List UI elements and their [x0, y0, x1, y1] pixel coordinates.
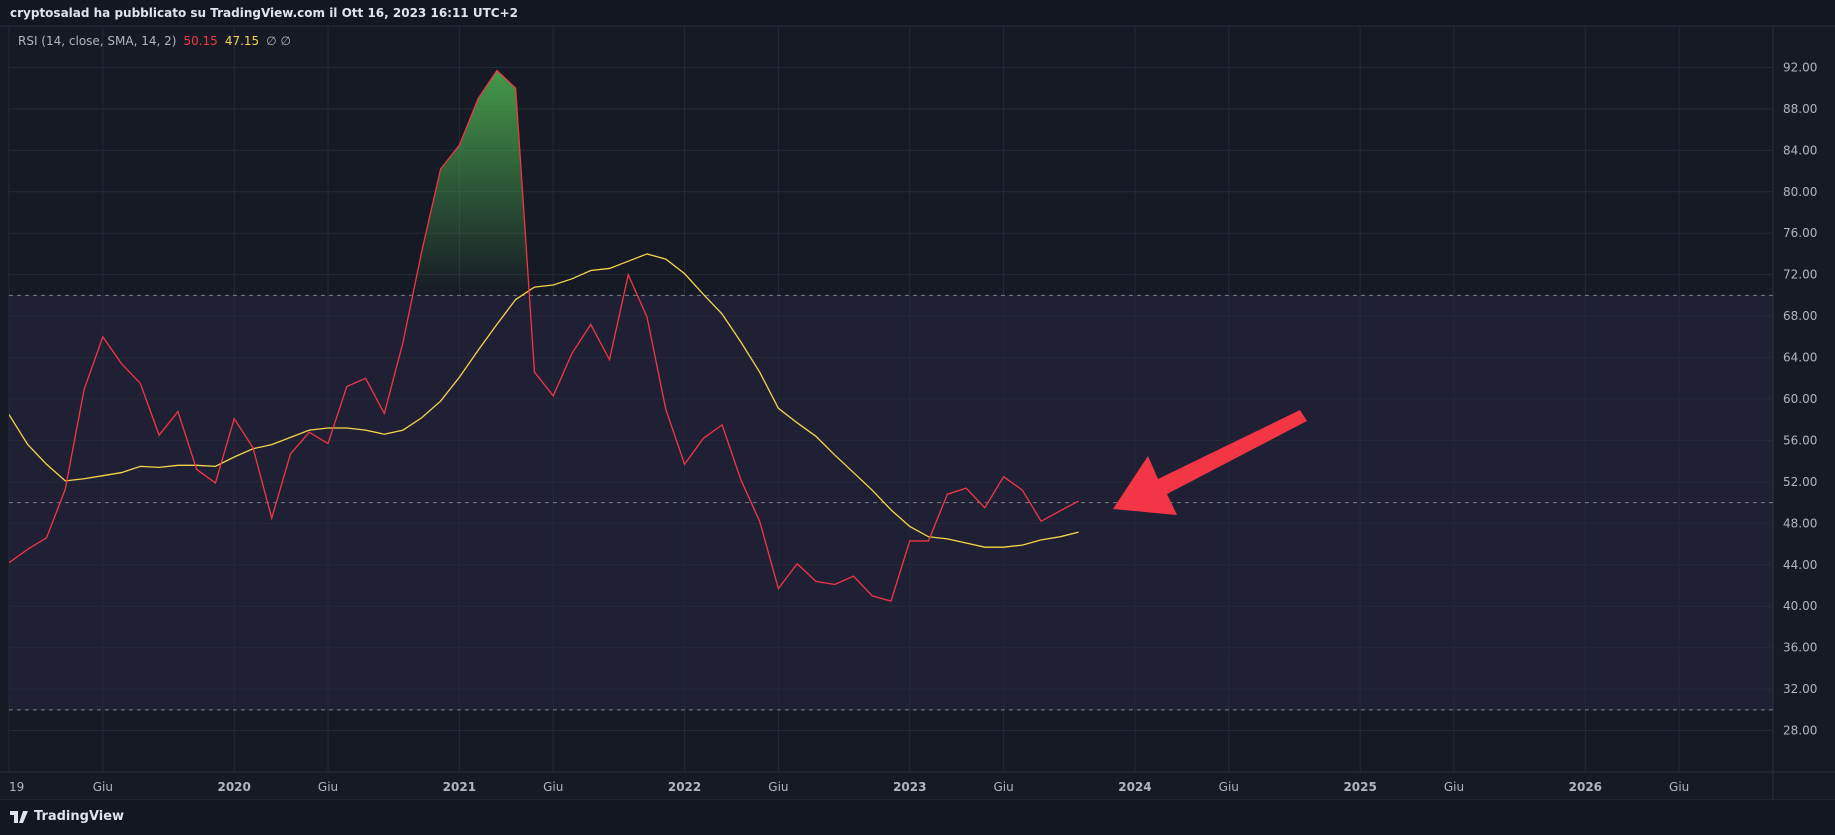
y-tick-label: 40.00: [1783, 599, 1817, 613]
chart-background: [0, 26, 1835, 800]
x-tick-label: 19: [9, 780, 24, 794]
x-tick-label: 2020: [217, 780, 250, 794]
x-tick-label: 2022: [668, 780, 701, 794]
x-tick-label: 2023: [893, 780, 926, 794]
x-tick-label: Giu: [543, 780, 563, 794]
chart: 28.00 32.00 36.00 40.00 44.00 48.00 52.00 56.00…: [0, 25, 1835, 800]
legend-value: 50.15: [183, 34, 218, 48]
legend-value: 47.15: [224, 34, 260, 48]
y-tick-label: 32.00: [1783, 682, 1817, 696]
legend: RSI (14, close, SMA, 14, 2) 50.15 47.15 ∅ ∅: [18, 34, 298, 48]
x-tick-label: Giu: [1219, 780, 1239, 794]
y-tick-label: 36.00: [1783, 641, 1817, 655]
y-tick-label: 60.00: [1783, 392, 1817, 406]
brand: TradingView: [34, 809, 125, 824]
y-tick-label: 64.00: [1783, 351, 1817, 365]
y-tick-label: 72.00: [1783, 268, 1817, 282]
x-tick-label: Giu: [993, 780, 1013, 794]
y-tick-label: 48.00: [1783, 516, 1817, 530]
y-tick-label: 52.00: [1783, 475, 1817, 489]
x-tick-label: 2025: [1343, 780, 1376, 794]
x-tick-label: Giu: [1669, 780, 1689, 794]
y-tick-label: 68.00: [1783, 309, 1817, 323]
series-line: [9, 69, 1079, 602]
y-tick-label: 84.00: [1783, 143, 1817, 157]
plot-layer: [8, 26, 1773, 772]
logo-icon: [10, 810, 28, 823]
y-tick-label: 80.00: [1783, 185, 1817, 199]
x-tick-label: 2021: [443, 780, 476, 794]
x-tick-label: 2026: [1569, 780, 1602, 794]
y-tick-label: 28.00: [1783, 724, 1817, 738]
series-group: [9, 69, 1079, 602]
y-tick-label: 56.00: [1783, 433, 1817, 447]
y-tick-label: 76.00: [1783, 226, 1817, 240]
series-line: [9, 253, 1079, 548]
x-tick-label: 2024: [1118, 780, 1151, 794]
legend-label: RSI (14, close, SMA, 14, 2): [18, 34, 177, 48]
publish-info: cryptosalad ha pubblicato su TradingView…: [10, 6, 518, 20]
y-tick-label: 44.00: [1783, 558, 1817, 572]
x-tick-label: Giu: [1444, 780, 1464, 794]
x-tick-label: Giu: [93, 780, 113, 794]
y-tick-label: 88.00: [1783, 102, 1817, 116]
footer: TradingView: [10, 809, 124, 824]
x-tick-label: Giu: [318, 780, 338, 794]
annotation-arrow: [1113, 410, 1307, 515]
y-tick-label: 92.00: [1783, 60, 1817, 74]
x-tick-label: Giu: [768, 780, 788, 794]
legend-extra: ∅ ∅: [266, 34, 291, 48]
